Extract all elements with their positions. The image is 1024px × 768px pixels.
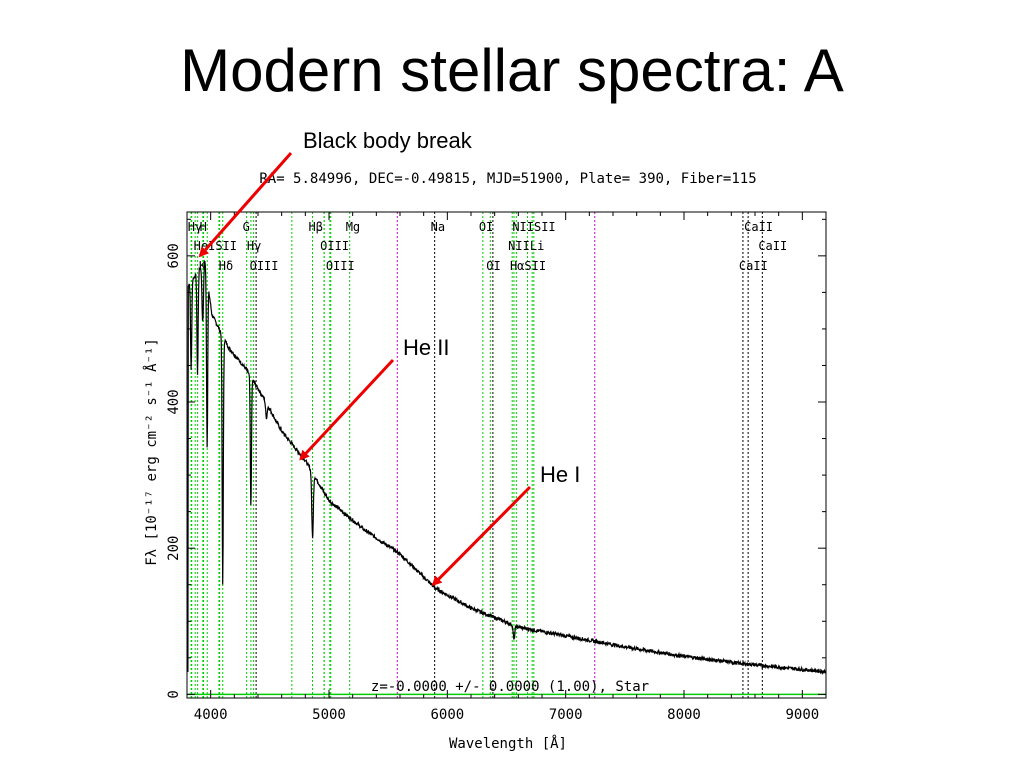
y-tick-label: 600 xyxy=(166,243,182,268)
line-label: Hγ xyxy=(247,239,261,253)
line-label: Hβ xyxy=(309,220,323,234)
chart-footer: z=-0.0000 +/- 0.0000 (1.00), Star xyxy=(371,679,649,695)
line-label: NIISII xyxy=(512,220,555,234)
y-axis-label: Fλ [10⁻¹⁷ erg cm⁻² s⁻¹ Å⁻¹] xyxy=(143,338,160,566)
annotation-he-ii: He II xyxy=(403,335,450,360)
y-tick-label: 0 xyxy=(166,690,182,698)
line-label: OI xyxy=(479,220,493,234)
annotation-arrows xyxy=(198,152,532,587)
x-axis-ticks: 4000 5000 6000 7000 8000 9000 xyxy=(186,212,827,723)
line-label: H xyxy=(200,220,207,234)
line-markers xyxy=(186,212,763,698)
x-tick-label: 5000 xyxy=(312,707,346,723)
annotation-arrow xyxy=(198,152,293,258)
line-label: OIII xyxy=(326,259,355,273)
x-tick-label: 7000 xyxy=(549,707,583,723)
annotation-he-i: He I xyxy=(540,462,581,487)
x-tick-label: 4000 xyxy=(194,707,228,723)
chart-header: RA= 5.84996, DEC=-0.49815, MJD=51900, Pl… xyxy=(259,171,756,187)
line-label: HeISII xyxy=(194,239,237,253)
line-label: Hγ xyxy=(188,220,202,234)
x-axis-label: Wavelength [Å] xyxy=(449,735,567,752)
line-label: OI xyxy=(486,259,500,273)
line-label: Hδ xyxy=(219,259,233,273)
line-label: HαSII xyxy=(510,259,546,273)
y-tick-label: 400 xyxy=(166,389,182,414)
x-tick-label: 8000 xyxy=(667,707,701,723)
line-label: CaII xyxy=(744,220,773,234)
line-label: OIII xyxy=(250,259,279,273)
line-label: Na xyxy=(431,220,445,234)
line-label: Mg xyxy=(346,220,360,234)
y-tick-label: 200 xyxy=(166,536,182,561)
slide-title: Modern stellar spectra: A xyxy=(180,37,844,104)
line-label: G xyxy=(243,220,250,234)
y-axis-ticks: 0 200 400 600 xyxy=(166,218,826,699)
plot-frame xyxy=(186,211,827,699)
line-label: NIILi xyxy=(508,239,544,253)
annotation-arrow xyxy=(431,485,532,587)
line-label: CaII xyxy=(758,239,787,253)
x-tick-label: 9000 xyxy=(785,707,819,723)
line-label: K xyxy=(199,259,207,273)
annotation-arrow xyxy=(299,358,395,461)
annotation-black-body-break: Black body break xyxy=(303,128,472,153)
line-label: OIII xyxy=(320,239,349,253)
x-tick-label: 6000 xyxy=(430,707,464,723)
spectrum-line xyxy=(187,259,827,676)
line-label: CaII xyxy=(739,259,768,273)
